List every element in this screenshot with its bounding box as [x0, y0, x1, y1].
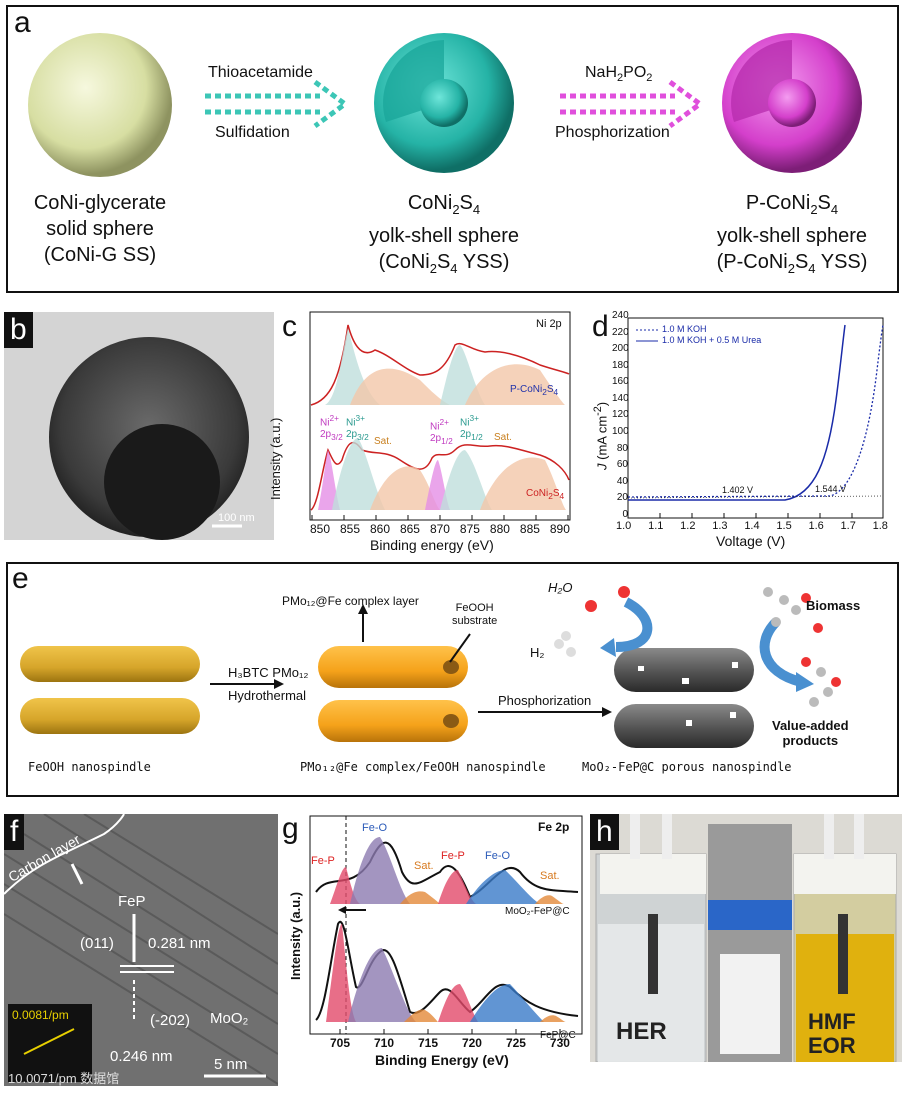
panel-d-chart: [627, 317, 884, 519]
panel-b-scale: 100 nm: [218, 512, 255, 524]
panel-g-peak-1: Fe-P: [311, 855, 335, 867]
panel-g-series-2: FeP@C: [540, 1030, 576, 1041]
panel-c-xlabel: Binding energy (eV): [370, 537, 494, 553]
panel-d-v2: 1.544 V: [815, 484, 847, 494]
panel-g-xlabel: Binding Energy (eV): [375, 1052, 509, 1068]
panel-f-fep: FeP: [118, 893, 146, 910]
panel-d-ylabel: J (mA cm-2): [592, 401, 610, 470]
panel-c-chart: [309, 311, 571, 521]
panel-f-d1: 0.281 nm: [148, 935, 211, 952]
reagent-sulfidation: Sulfidation: [215, 124, 290, 141]
arrow-sulfidation: [205, 79, 350, 129]
panel-e-caption-1: FeOOH nanospindle: [28, 760, 151, 774]
panel-d-xticks: 1.0 1.1 1.2 1.3 1.4 1.5 1.6 1.7 1.8: [616, 520, 888, 532]
panel-f-watermark: 10.0071/pm 数据馆: [8, 1071, 120, 1086]
panel-f-fft: 0.0081/pm: [12, 1008, 69, 1022]
panel-h-label: h: [590, 814, 619, 850]
panel-f-plane2: (-202): [150, 1012, 191, 1029]
panel-c-peak-sat-a: Sat.: [374, 436, 392, 447]
reagent-phosphorization: Phosphorization: [555, 124, 670, 141]
panel-h-photo: [590, 814, 902, 1062]
panel-f-scale: 5 nm: [214, 1056, 248, 1073]
panel-g-peak-3: Sat.: [414, 860, 434, 872]
panel-e-value-added: Value-added products: [772, 718, 849, 748]
panel-e: [6, 562, 899, 797]
panel-f-moo2: MoO₂: [210, 1010, 249, 1027]
panel-g-peak-4: Fe-P: [441, 850, 465, 862]
panel-g-peak-2: Fe-O: [362, 822, 388, 834]
panel-e-graphic: [20, 586, 841, 748]
panel-g-chart: [309, 815, 583, 1035]
panel-e-substrate: FeOOH substrate: [452, 602, 498, 627]
panel-c-xticks: 850 855 860 865 870 875 880 885 890: [310, 522, 570, 536]
panel-a-graphic: [28, 33, 862, 177]
panel-e-caption-2: PMo₁₂@Fe complex/FeOOH nanospindle: [300, 760, 546, 774]
panel-e-caption-3: MoO₂-FeP@C porous nanospindle: [582, 760, 792, 774]
panel-e-h2: H₂: [530, 645, 545, 660]
panel-f-hrtem: [4, 814, 278, 1086]
caption-yss: CoNi2S4 yolk-shell sphere (CoNi2S4 YSS): [368, 192, 520, 276]
panel-b-tem: [4, 312, 274, 540]
panel-f-label: f: [4, 814, 25, 850]
panel-g-xticks: 705 710 715 720 725 730: [330, 1036, 570, 1050]
reagent-nah2po2: NaH2PO2: [585, 64, 653, 85]
panel-g-label: g: [282, 812, 299, 845]
panel-e-label: e: [12, 562, 29, 595]
panel-c-peak-sat-b: Sat.: [494, 432, 512, 443]
panel-e-h2o: H₂O: [548, 580, 573, 595]
panel-c-series-bottom: CoNi2S4: [526, 488, 565, 501]
caption-pyss: P-CoNi2S4 yolk-shell sphere (P-CoNi2S4 Y…: [716, 192, 868, 276]
panel-g-peak-5: Fe-O: [485, 850, 511, 862]
panel-c-title: Ni 2p: [536, 318, 562, 330]
panel-a: [6, 5, 899, 293]
panel-h-hmf: HMF EOR: [808, 1009, 856, 1058]
panel-e-reagent-bottom: Hydrothermal: [228, 688, 307, 703]
panel-c-ylabel: Intensity (a.u.): [268, 417, 283, 500]
panel-f-plane1: (011): [80, 935, 114, 952]
panel-h-her: HER: [616, 1018, 667, 1045]
panel-g-series-1: MoO₂-FeP@C: [505, 906, 570, 917]
panel-d-label: d: [592, 310, 609, 343]
yss-sphere: [374, 33, 514, 173]
reagent-thioacetamide: Thioacetamide: [208, 64, 313, 81]
panel-d-v1: 1.402 V: [722, 485, 754, 495]
pyss-sphere: [722, 33, 862, 173]
panel-a-label: a: [14, 6, 31, 39]
panel-e-reagent-top: H₃BTC PMo₁₂: [228, 665, 309, 680]
panel-c-peak-ni3-b: Ni3+ 2p1/2: [460, 413, 483, 443]
panel-g-ylabel: Intensity (a.u.): [288, 891, 303, 980]
caption-solid-sphere: CoNi-glycerate solid sphere (CoNi-G SS): [33, 192, 167, 266]
panel-c-peak-ni3-a: Ni3+ 2p3/2: [346, 413, 369, 443]
solid-sphere: [28, 33, 172, 177]
panel-g-peak-6: Sat.: [540, 870, 560, 882]
panel-e-reagent-phos: Phosphorization: [498, 693, 592, 708]
panel-c-series-top: P-CoNi2S4: [510, 384, 559, 397]
panel-e-biomass: Biomass: [806, 598, 861, 613]
panel-g-title: Fe 2p: [538, 820, 570, 834]
panel-c-label: c: [282, 310, 297, 343]
panel-d-legend-1: 1.0 M KOH: [662, 324, 707, 334]
panel-b-label: b: [4, 312, 33, 348]
panel-d-yticks: 0 20 40 60 80 100 120 140 160 180 200 220 240: [612, 310, 629, 520]
panel-f-d2: 0.246 nm: [110, 1048, 173, 1065]
panel-d-xlabel: Voltage (V): [716, 533, 786, 549]
panel-d-legend-2: 1.0 M KOH + 0.5 M Urea: [662, 335, 762, 345]
panel-c-peak-ni2-a: Ni2+ 2p3/2: [320, 413, 343, 443]
panel-e-complex-layer: PMo₁₂@Fe complex layer: [282, 594, 419, 608]
panel-c-peak-ni2-b: Ni2+ 2p1/2: [430, 417, 453, 447]
arrow-phosphorization: [560, 79, 705, 129]
